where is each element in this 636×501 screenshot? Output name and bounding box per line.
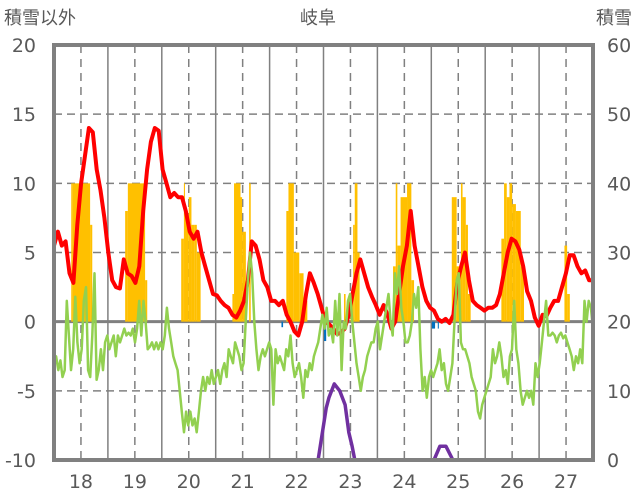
blue-bar (281, 321, 284, 328)
orange-bar (467, 294, 471, 322)
orange-bar (240, 197, 243, 322)
x-tick-label: 25 (446, 471, 470, 493)
blue-bar (324, 321, 327, 342)
x-tick-label: 20 (177, 471, 201, 493)
orange-bar (286, 211, 289, 322)
orange-bar (567, 294, 570, 322)
orange-bar (194, 224, 197, 322)
orange-bar (407, 183, 412, 322)
y-left-tick-label: 20 (12, 35, 36, 57)
left-axis-title: 積雪以外 (4, 8, 76, 29)
x-tick-label: 23 (338, 471, 362, 493)
right-axis-title: 積雪 (596, 8, 632, 29)
x-tick-label: 24 (392, 471, 416, 493)
y-right-tick-label: 30 (607, 243, 631, 265)
orange-bar (191, 224, 195, 322)
orange-bar (232, 294, 235, 322)
orange-bar (299, 273, 304, 322)
orange-bar (515, 211, 521, 322)
orange-bar (395, 183, 398, 322)
orange-bar (357, 252, 360, 322)
plot-border (52, 43, 595, 462)
orange-bar (145, 280, 148, 322)
y-left-tick-label: -5 (17, 381, 36, 403)
orange-bar (188, 197, 192, 322)
purple-line (54, 382, 593, 462)
x-tick-label: 21 (231, 471, 255, 493)
y-left-tick-label: -10 (5, 450, 36, 472)
orange-bar (343, 294, 346, 322)
orange-bar (354, 183, 358, 322)
blue-bar (431, 321, 436, 329)
plot-frame (52, 43, 595, 462)
orange-bar (181, 238, 184, 322)
y-left-tick-label: 0 (24, 312, 36, 334)
y-right-tick-label: 50 (607, 104, 631, 126)
orange-bar (512, 204, 516, 322)
orange-bar (184, 217, 189, 322)
y-right-tick-label: 20 (607, 312, 631, 334)
x-tick-label: 27 (554, 471, 578, 493)
x-tick-label: 19 (123, 471, 147, 493)
series-lines (52, 126, 595, 462)
orange-bar (451, 197, 457, 322)
orange-bar (460, 183, 463, 322)
y-right-tick-label: 10 (607, 381, 631, 403)
orange-bar (564, 245, 568, 322)
y-left-tick-label: 5 (24, 243, 36, 265)
blue-bar (437, 321, 439, 329)
green-line (52, 251, 595, 434)
x-tick-label: 22 (284, 471, 308, 493)
orange-bar (71, 183, 73, 322)
y-right-tick-label: 60 (607, 35, 631, 57)
orange-bar (353, 224, 355, 322)
y-right-tick-label: 40 (607, 173, 631, 195)
orange-bar (288, 183, 294, 322)
x-tick-label: 18 (69, 471, 93, 493)
orange-bar (504, 183, 507, 322)
chart-title: 岐阜 (300, 8, 336, 29)
orange-bar (234, 183, 241, 322)
y-left-tick-label: 10 (12, 173, 36, 195)
y-left-tick-label: 15 (12, 104, 36, 126)
orange-bar (196, 252, 201, 322)
orange-bar (509, 183, 513, 322)
orange-bar (90, 224, 93, 322)
x-tick-label: 26 (500, 471, 524, 493)
orange-bar (293, 252, 300, 322)
orange-bar (242, 231, 246, 322)
orange-bar (183, 183, 185, 322)
orange-bar (520, 266, 525, 322)
y-right-tick-label: 0 (607, 450, 619, 472)
